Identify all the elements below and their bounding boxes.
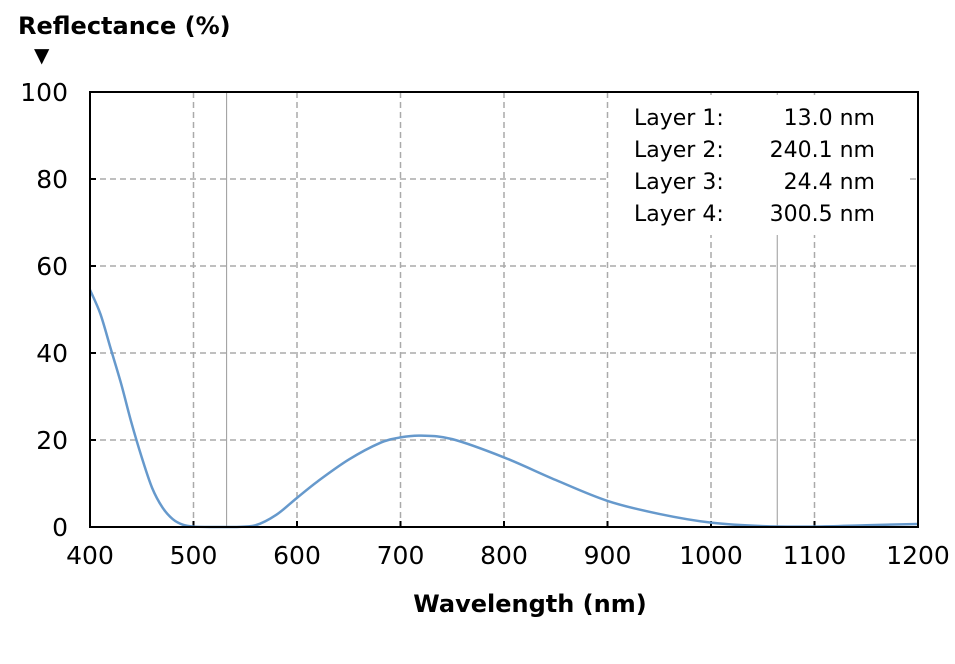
reflectance-curve (88, 289, 919, 529)
layer-thickness: 240.1 nm (770, 138, 875, 163)
x-tick-label: 1200 (886, 541, 950, 570)
annotation-background (610, 95, 910, 235)
layer-thickness: 13.0 nm (784, 106, 875, 131)
y-tick-label: 100 (20, 78, 68, 107)
x-tick-label: 900 (584, 541, 632, 570)
x-tick-label: 500 (170, 541, 218, 570)
layer-thickness: 24.4 nm (784, 170, 875, 195)
x-axis-title: Wavelength (nm) (413, 590, 646, 618)
x-tick-label: 1000 (679, 541, 743, 570)
plot-frame (89, 91, 919, 528)
x-tick-label: 600 (273, 541, 321, 570)
x-tick-label: 800 (480, 541, 528, 570)
y-tick-label: 20 (36, 426, 68, 455)
layer-label: Layer 1: (634, 106, 724, 131)
x-tick-labels: 400 500 600 700 800 900 1000 1100 1200 (66, 541, 950, 570)
x-tick-label: 1100 (783, 541, 847, 570)
y-axis-marker: ▼ (34, 43, 50, 67)
layer-label: Layer 3: (634, 170, 724, 195)
layer-label: Layer 4: (634, 202, 724, 227)
layer-label: Layer 2: (634, 138, 724, 163)
x-tick-label: 700 (377, 541, 425, 570)
y-tick-label: 40 (36, 339, 68, 368)
y-tick-label: 60 (36, 252, 68, 281)
layer-thickness: 300.5 nm (770, 202, 875, 227)
y-tick-label: 80 (36, 165, 68, 194)
y-tick-label: 0 (52, 513, 68, 542)
y-axis-title: Reflectance (%) (18, 12, 231, 40)
y-tick-labels: 0 20 40 60 80 100 (20, 78, 68, 542)
layer-annotations: Layer 1: 13.0 nm Layer 2: 240.1 nm Layer 3: 2… (634, 106, 875, 227)
x-tick-label: 400 (66, 541, 114, 570)
